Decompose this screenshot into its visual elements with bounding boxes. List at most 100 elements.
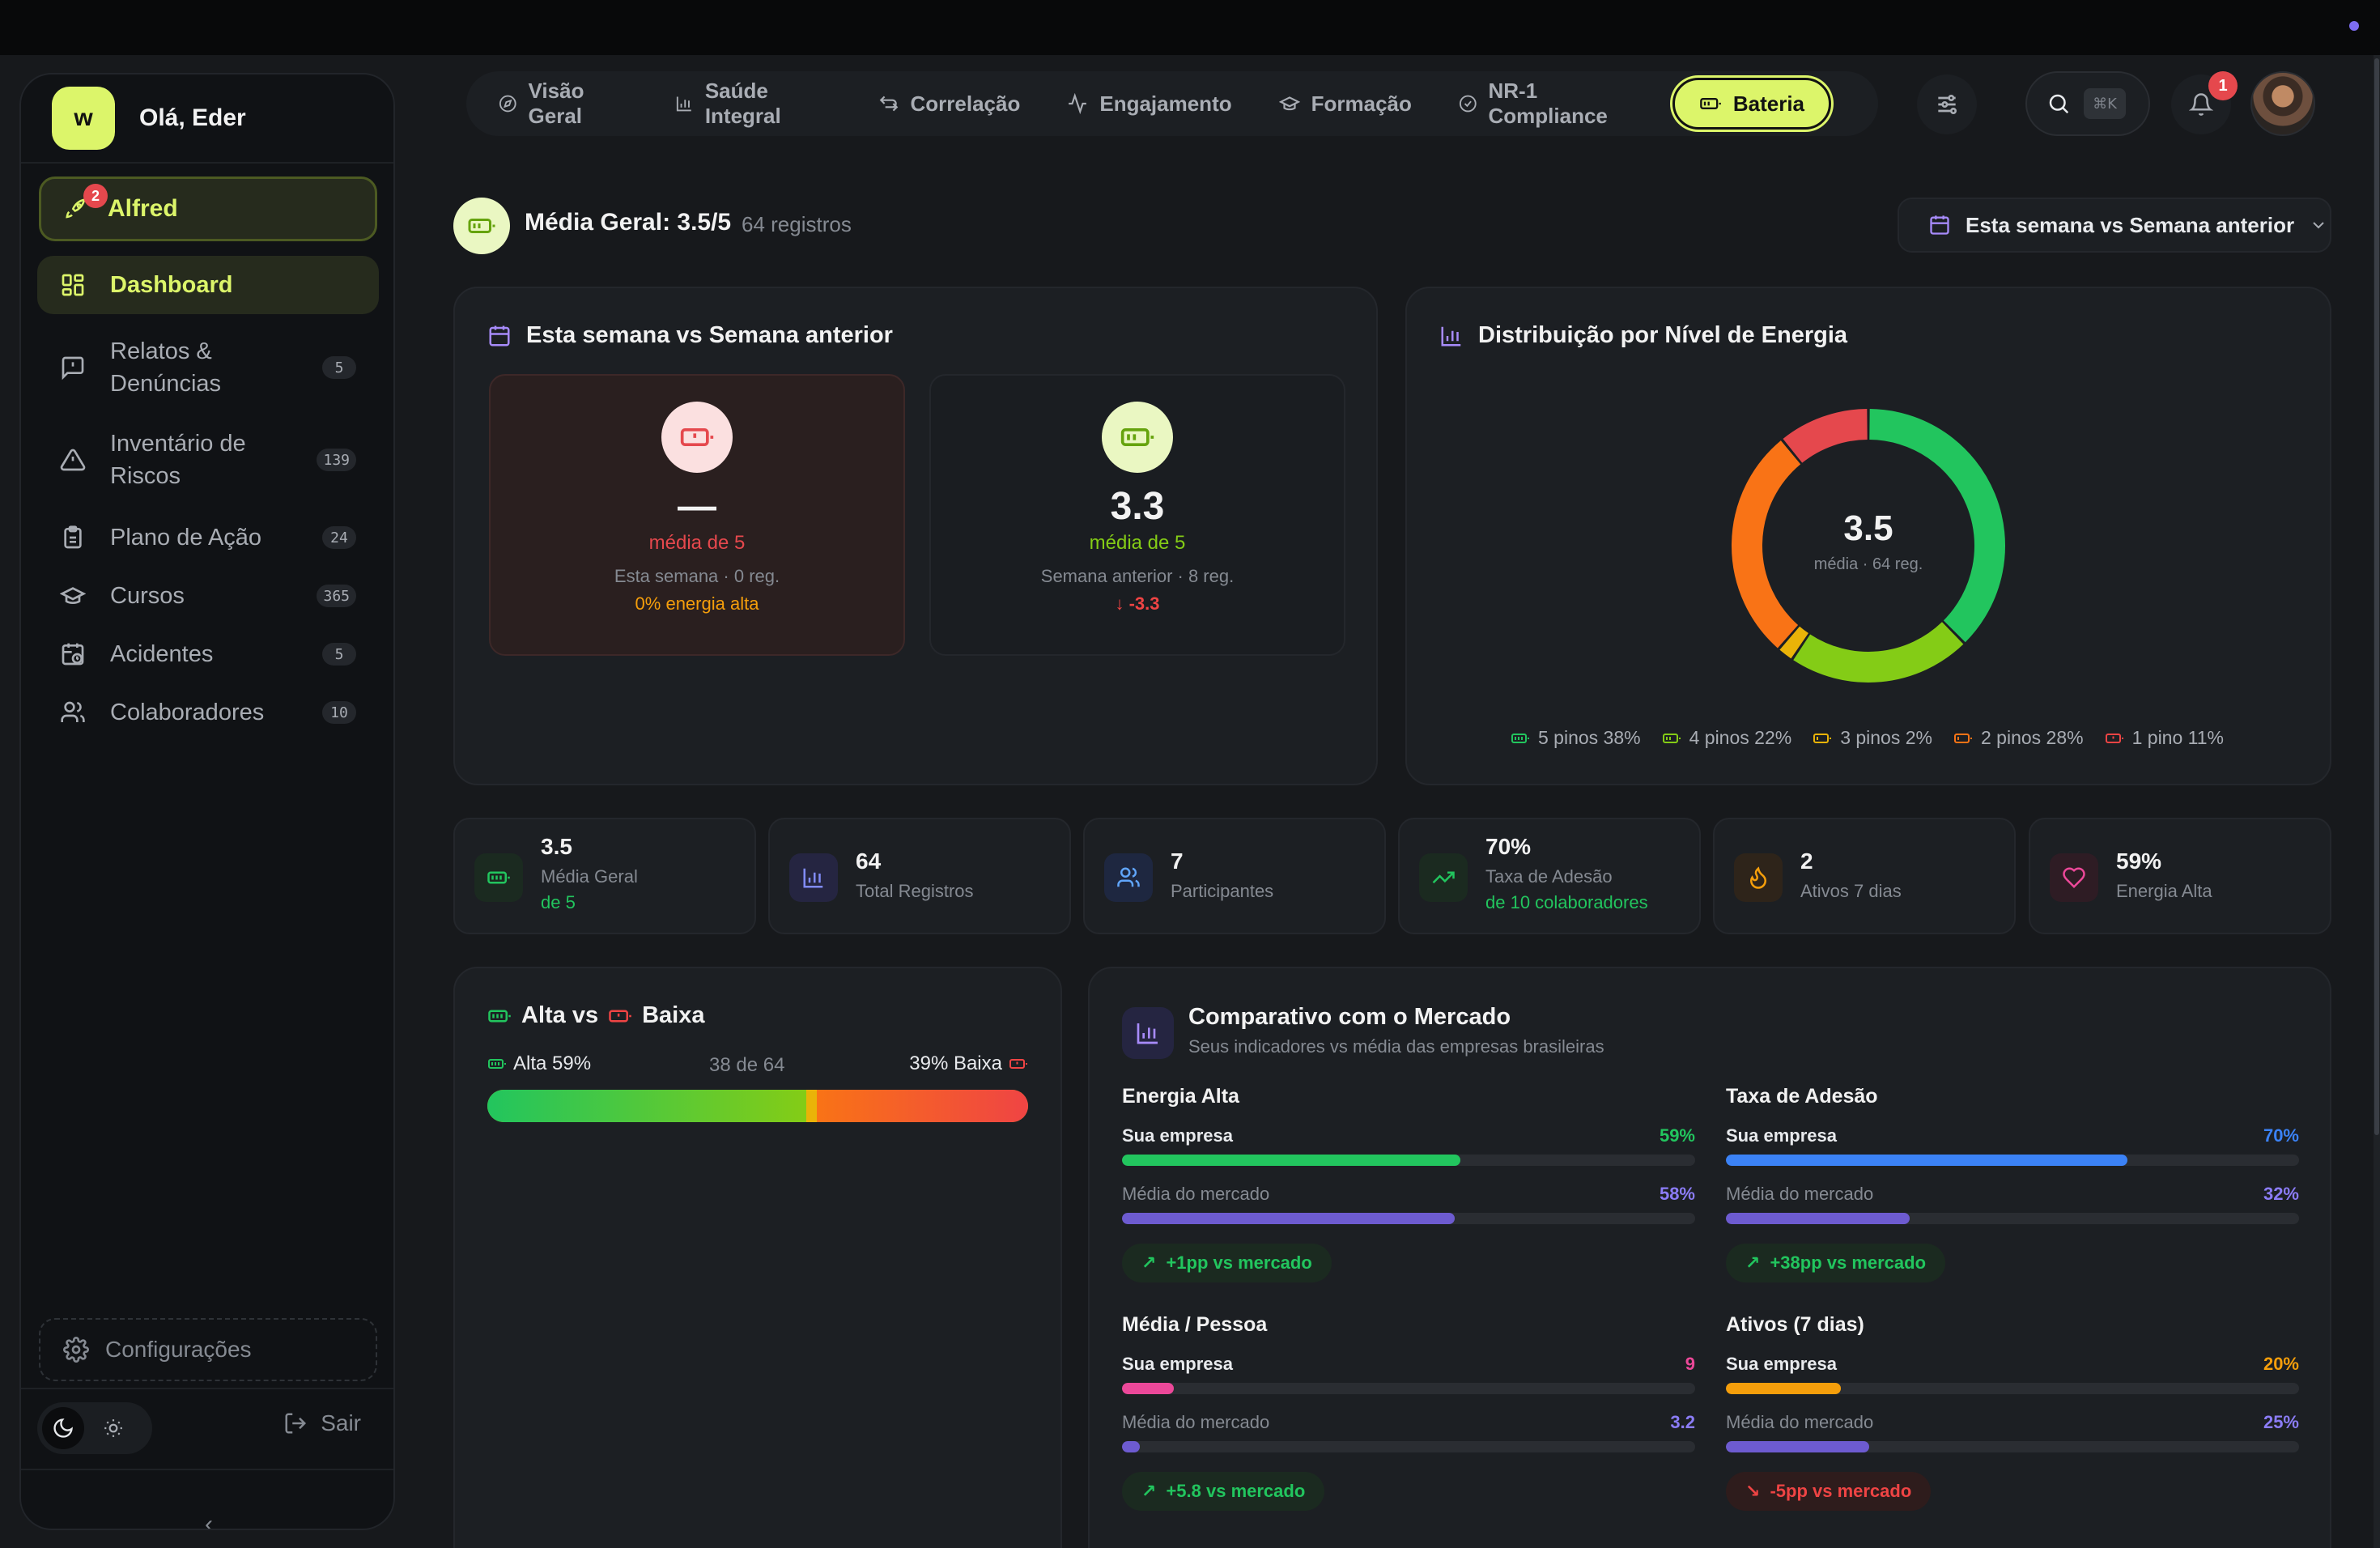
donut-slice-2-pinos[interactable]: [1732, 440, 1801, 649]
tab-visao-geral[interactable]: Visão Geral: [499, 78, 628, 130]
tab-label: Formação: [1311, 91, 1412, 116]
status-dot: [2349, 21, 2359, 31]
current-week-meta: Esta semana · 0 reg.: [614, 566, 780, 586]
sidebar-item-label: Cursos: [110, 583, 185, 609]
sidebar-header: w Olá, Eder: [21, 74, 393, 164]
stat-value: 7: [1171, 848, 1184, 874]
stat-card-ativos: 2 Ativos 7 dias: [1713, 818, 2016, 934]
sidebar-item-dashboard[interactable]: Dashboard: [37, 256, 379, 314]
company-value: 70%: [2263, 1125, 2299, 1146]
company-bar: [1122, 1155, 1695, 1166]
legend-label: 5 pinos 38%: [1538, 727, 1641, 748]
donut-slice-3-pinos[interactable]: [1779, 626, 1809, 659]
company-row: Sua empresa 20%: [1726, 1354, 2299, 1375]
company-bar-fill: [1726, 1155, 2127, 1166]
light-mode-button[interactable]: [92, 1407, 134, 1449]
sidebar-item-colaboradores[interactable]: Colaboradores 10: [37, 683, 379, 742]
market-bar: [1122, 1441, 1695, 1452]
current-week-extra: 0% energia alta: [635, 593, 759, 614]
high-segment: [487, 1090, 807, 1122]
tab-bateria[interactable]: Bateria: [1672, 78, 1831, 130]
logout-button[interactable]: Sair: [283, 1410, 361, 1436]
market-bar-fill: [1726, 1213, 1910, 1224]
sidebar-item-plano[interactable]: Plano de Ação 24: [37, 508, 379, 567]
sidebar-item-inventario[interactable]: Inventário de Riscos 139: [37, 418, 379, 502]
battery-low-icon: [609, 1010, 631, 1022]
tab-engajamento[interactable]: Engajamento: [1067, 78, 1232, 130]
collapse-sidebar-button[interactable]: ‹: [205, 1511, 213, 1530]
search-button[interactable]: ⌘K: [2025, 71, 2150, 136]
market-bar: [1726, 1441, 2299, 1452]
battery-icon: [1813, 733, 1832, 743]
delta-text: +1pp vs mercado: [1166, 1252, 1312, 1273]
search-icon: [2049, 94, 2069, 114]
compass-icon: [499, 95, 516, 113]
battery-icon: [1102, 402, 1173, 473]
donut-slice-1-pino[interactable]: [1783, 409, 1868, 463]
donut-center-label: média · 64 reg.: [1813, 555, 1923, 573]
sidebar-item-relatos[interactable]: Relatos & Denúncias 5: [37, 325, 379, 410]
logout-icon: [285, 1413, 307, 1434]
settings-button[interactable]: Configurações: [39, 1318, 377, 1381]
battery-status-icon: [453, 198, 510, 254]
donut-slice-4-pinos[interactable]: [1793, 621, 1964, 683]
market-bar-fill: [1122, 1441, 1140, 1452]
donut-slice-5-pinos[interactable]: [1869, 409, 2005, 643]
company-bar: [1726, 1155, 2299, 1166]
previous-week-value: 3.3: [1110, 485, 1165, 528]
tab-label: Correlação: [910, 91, 1021, 116]
tab-formacao[interactable]: Formação: [1278, 78, 1412, 130]
users-icon: [61, 701, 85, 722]
filters-button[interactable]: [1917, 74, 1977, 134]
stat-label: Ativos 7 dias: [1800, 881, 1902, 901]
company-bar-fill: [1122, 1383, 1174, 1394]
card-title: Alta vs Baixa: [487, 1002, 705, 1029]
market-label: Média do mercado: [1726, 1412, 1874, 1432]
market-value: 25%: [2263, 1412, 2299, 1432]
legend-label: 2 pinos 28%: [1981, 727, 2084, 748]
tab-saude-integral[interactable]: Saúde Integral: [675, 78, 831, 130]
donut-center-value: 3.5: [1843, 508, 1893, 548]
trending-up-icon: [1419, 853, 1468, 902]
stat-label: Energia Alta: [2116, 881, 2212, 901]
tab-nr1-compliance[interactable]: NR-1 Compliance: [1459, 78, 1640, 130]
company-value: 59%: [1659, 1125, 1695, 1146]
market-bar: [1726, 1213, 2299, 1224]
sidebar-item-cursos[interactable]: Cursos 365: [37, 567, 379, 625]
company-bar-fill: [1122, 1155, 1460, 1166]
trending-up-icon: ↗: [1141, 1252, 1157, 1273]
theme-toggle[interactable]: [37, 1402, 152, 1454]
low-label-text: 39% Baixa: [909, 1053, 1002, 1074]
metric-title: Ativos (7 dias): [1726, 1313, 1864, 1336]
stat-card-total-registros: 64 Total Registros: [768, 818, 1071, 934]
bar-chart-icon: [677, 96, 691, 112]
company-row: Sua empresa 59%: [1122, 1125, 1695, 1146]
period-selector[interactable]: Esta semana vs Semana anterior: [1898, 198, 2331, 253]
card-title-text: Alta vs: [521, 1002, 599, 1028]
sun-icon: [104, 1419, 122, 1437]
calendar-icon: [1930, 215, 1949, 235]
market-bar: [1122, 1213, 1695, 1224]
company-value: 20%: [2263, 1354, 2299, 1374]
calendar-icon: [489, 325, 510, 346]
scrollbar-thumb[interactable]: [2374, 58, 2379, 1135]
sidebar-item-acidentes[interactable]: Acidentes 5: [37, 625, 379, 683]
avatar[interactable]: [2250, 71, 2315, 136]
market-value: 58%: [1659, 1184, 1695, 1204]
stat-card-participantes: 7 Participantes: [1083, 818, 1386, 934]
app-logo[interactable]: w: [52, 87, 115, 150]
market-bar-fill: [1122, 1213, 1455, 1224]
battery-low-icon: [661, 402, 733, 473]
alfred-button[interactable]: 2 Alfred: [39, 176, 377, 241]
dark-mode-button[interactable]: [42, 1407, 84, 1449]
company-label: Sua empresa: [1122, 1354, 1233, 1374]
sidebar-item-count: 5: [322, 643, 356, 666]
card-title: Esta semana vs Semana anterior: [487, 322, 893, 349]
high-label-text: Alta 59%: [513, 1053, 592, 1074]
delta-text: -5pp vs mercado: [1770, 1481, 1912, 1501]
sidebar-item-label: Relatos & Denúncias: [110, 338, 222, 397]
delta-pill: ↗ +5.8 vs mercado: [1122, 1472, 1325, 1511]
stat-sub: de 5: [541, 892, 576, 912]
sidebar-item-count: 10: [322, 701, 356, 724]
tab-correlacao[interactable]: Correlação: [878, 78, 1021, 130]
